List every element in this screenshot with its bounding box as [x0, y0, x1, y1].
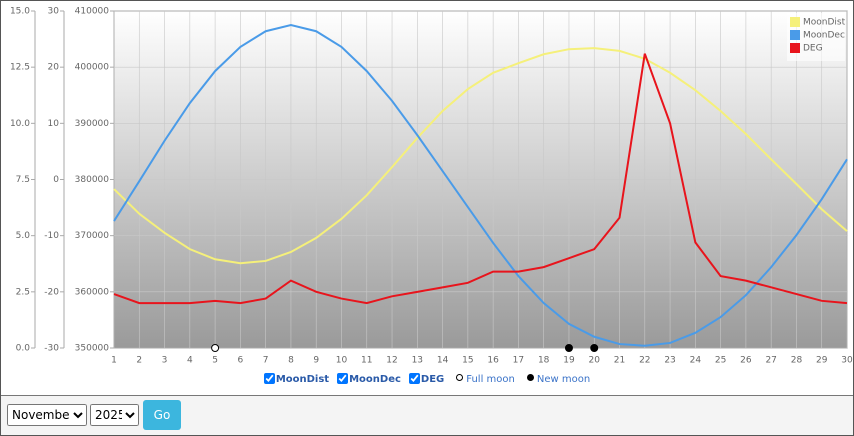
x-tick-label: 23 [664, 356, 675, 366]
legend-swatch [790, 43, 800, 53]
x-tick-label: 3 [162, 356, 168, 366]
series-toggle-legend: MoonDist MoonDec DEG Full moon New moon [1, 373, 853, 385]
legend-item: MoonDec [337, 373, 401, 385]
y-tick-label: 380000 [75, 175, 110, 185]
series-line [113, 47, 848, 265]
y-tick-label: -30 [44, 344, 59, 354]
x-tick-label: 7 [263, 356, 269, 366]
legend-label: MoonDist [275, 374, 330, 385]
series-checkbox[interactable] [408, 373, 420, 384]
x-tick-label: 20 [589, 356, 601, 366]
x-tick-label: 12 [386, 356, 397, 366]
x-tick-label: 5 [212, 356, 218, 366]
x-tick-label: 18 [538, 356, 550, 366]
legend-item: MoonDist [263, 373, 330, 385]
y-tick-label: -20 [44, 287, 59, 297]
controls: November 2025 Go [1, 395, 853, 435]
series-line [113, 24, 848, 347]
y-tick-label: 350000 [75, 344, 110, 354]
moon-phase-marker [211, 344, 220, 352]
y-tick-label: 0.0 [16, 344, 31, 354]
x-tick-label: 19 [563, 356, 575, 366]
legend-item: DEG [408, 373, 445, 385]
legend-item: Full moon [452, 374, 515, 385]
x-tick-label: 24 [690, 356, 702, 366]
legend-swatch [790, 30, 800, 40]
legend-label: DEG [420, 374, 445, 385]
y-tick-label: 5.0 [16, 231, 31, 241]
chart: 1 2 3 4 5 6 7 8 9 10 11 12 13 14 15 16 17 18 19 20 21 22 23 24 2… [10, 7, 853, 366]
year-select[interactable]: 2025 [90, 404, 139, 426]
x-tick-label: 16 [487, 356, 499, 366]
x-tick-label: 9 [313, 356, 319, 366]
legend-label: MoonDec [803, 31, 845, 41]
y-tick-label: 15.0 [10, 7, 30, 17]
phase-swatch [456, 374, 464, 381]
x-tick-label: 8 [288, 356, 294, 366]
y-tick-label: 360000 [75, 287, 110, 297]
y-tick-label: -10 [44, 231, 59, 241]
moon-phase-marker [564, 344, 573, 352]
phase-swatch [526, 374, 534, 381]
x-tick-label: 21 [614, 356, 625, 366]
legend: MoonDist MoonDec DEG [787, 13, 846, 61]
month-select[interactable]: November [7, 404, 87, 426]
x-tick-label: 2 [136, 356, 142, 366]
x-tick-label: 11 [361, 356, 372, 366]
legend-item: New moon [523, 374, 590, 385]
y-tick-label: 10.0 [10, 119, 30, 129]
legend-label: New moon [536, 374, 591, 385]
x-tick-label: 14 [437, 356, 449, 366]
y-tick-label: 12.5 [10, 63, 30, 73]
x-tick-label: 1 [111, 356, 117, 366]
x-tick-label: 15 [462, 356, 473, 366]
y-tick-label: 410000 [75, 7, 110, 17]
y-tick-label: 20 [48, 63, 60, 73]
y-tick-label: 2.5 [16, 287, 30, 297]
x-tick-label: 25 [715, 356, 726, 366]
x-tick-label: 13 [412, 356, 423, 366]
legend-swatch [790, 17, 800, 27]
series-checkbox[interactable] [337, 373, 349, 384]
x-tick-label: 10 [336, 356, 348, 366]
x-tick-label: 22 [639, 356, 650, 366]
x-tick-label: 27 [765, 356, 776, 366]
moon-phase-marker [590, 344, 599, 352]
y-tick-label: 7.5 [16, 175, 30, 185]
series-line [113, 53, 848, 305]
y-tick-label: 0 [53, 175, 59, 185]
y-tick-label: 390000 [75, 119, 110, 129]
x-tick-label: 28 [791, 356, 803, 366]
x-tick-label: 6 [238, 356, 244, 366]
y-tick-label: 370000 [75, 231, 110, 241]
x-tick-label: 26 [740, 356, 752, 366]
legend-label: MoonDec [349, 374, 401, 385]
y-tick-label: 400000 [75, 63, 110, 73]
y-tick-label: 10 [48, 119, 60, 129]
legend-label: DEG [803, 44, 823, 54]
go-button[interactable]: Go [143, 400, 181, 430]
x-tick-label: 30 [841, 356, 853, 366]
y-tick-label: 30 [48, 7, 60, 17]
x-tick-label: 29 [816, 356, 828, 366]
series-checkbox[interactable] [263, 373, 275, 384]
legend-label: Full moon [466, 374, 515, 385]
x-tick-label: 4 [187, 356, 193, 366]
x-tick-label: 17 [513, 356, 524, 366]
legend-label: MoonDist [803, 18, 846, 28]
